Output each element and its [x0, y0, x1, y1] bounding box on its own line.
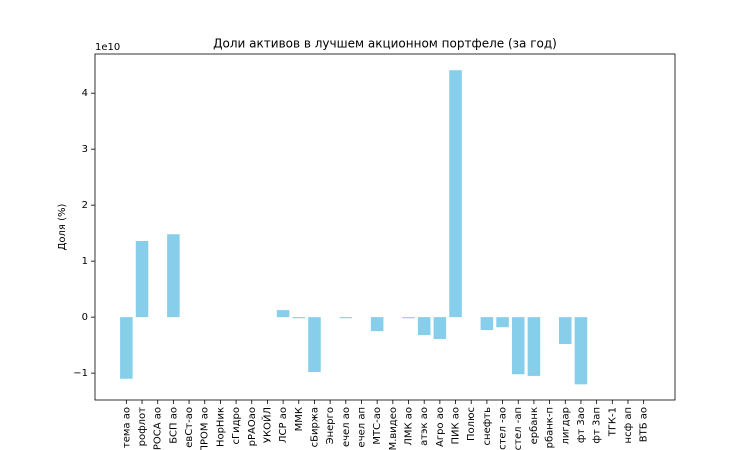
bar: [402, 317, 415, 319]
bar: [496, 317, 509, 328]
x-tick-label: Энерго: [325, 407, 336, 444]
x-tick-label: фт 3ао: [576, 407, 587, 443]
bar: [167, 234, 180, 318]
x-tick-label: М.видео: [388, 407, 399, 450]
x-tick-label: ечел ап: [356, 407, 367, 447]
x-tick-label: сБиржа: [309, 407, 320, 447]
x-tick-label: атэк ао: [419, 407, 430, 446]
y-tick-label: 2: [82, 200, 88, 211]
x-tick-label: РОСА ао: [153, 407, 164, 450]
x-tick-label: нсф ап: [623, 407, 634, 443]
bar: [559, 317, 572, 345]
bar: [120, 317, 133, 379]
y-tick-label: −1: [73, 368, 88, 379]
bar: [370, 317, 384, 332]
x-tick-label: ЛСР ао: [278, 407, 289, 443]
bar: [135, 240, 149, 318]
x-tick-label: ечел ао: [341, 407, 352, 447]
x-tick-label: Полюс: [466, 407, 477, 441]
x-tick-label: ербанк: [529, 407, 540, 444]
x-tick-label: ММК: [294, 407, 305, 431]
bar: [276, 310, 290, 318]
x-tick-label: МТС-ао: [372, 407, 383, 445]
x-tick-label: ТГК-1: [607, 407, 618, 437]
x-tick-label: евСт-ао: [184, 407, 195, 448]
y-axis-label: Доля (%): [57, 203, 68, 250]
x-tick-label: рбанк-п: [545, 407, 556, 448]
x-tick-label: ПИК ао: [451, 407, 462, 445]
plot-frame: [94, 53, 676, 401]
x-tick-label: тема ао: [121, 407, 132, 448]
y-tick-label: 0: [82, 312, 88, 323]
bar: [308, 317, 321, 373]
y-tick-label: 1: [82, 256, 88, 267]
x-tick-label: НорНик: [215, 407, 226, 447]
x-tick-label: БСП ао: [168, 407, 179, 444]
bar: [433, 317, 447, 339]
bar: [527, 317, 541, 376]
bar: [480, 317, 494, 331]
x-tick-label: ПРОМ ао: [200, 407, 211, 450]
x-tick-label: рофлот: [137, 407, 148, 447]
bar: [339, 317, 353, 319]
x-tick-label: ВТБ ао: [639, 407, 650, 442]
x-tick-label: снефть: [482, 407, 493, 446]
x-tick-label: Агро ао: [435, 407, 446, 447]
bar: [417, 317, 431, 336]
x-tick-label: рРАОао: [247, 407, 258, 446]
bar: [449, 70, 462, 318]
x-tick-label: УКОЙЛ: [260, 407, 273, 443]
x-tick-label: стел -ао: [498, 407, 509, 450]
x-tick-label: ЛМК ао: [404, 407, 415, 446]
x-tick-label: лигдар: [560, 407, 571, 445]
y-tick-label: 4: [82, 88, 88, 99]
y-offset-label: 1e10: [95, 42, 120, 53]
bar: [511, 317, 525, 375]
x-tick-label: сГидро: [231, 407, 242, 444]
bar: [292, 317, 306, 319]
x-tick-label: фт 3ап: [592, 407, 603, 444]
bar: [574, 317, 588, 385]
y-tick-label: 3: [82, 144, 88, 155]
x-tick-label: стел -ап: [513, 407, 524, 450]
chart-title: Доли активов в лучшем акционном портфеле…: [213, 37, 557, 51]
